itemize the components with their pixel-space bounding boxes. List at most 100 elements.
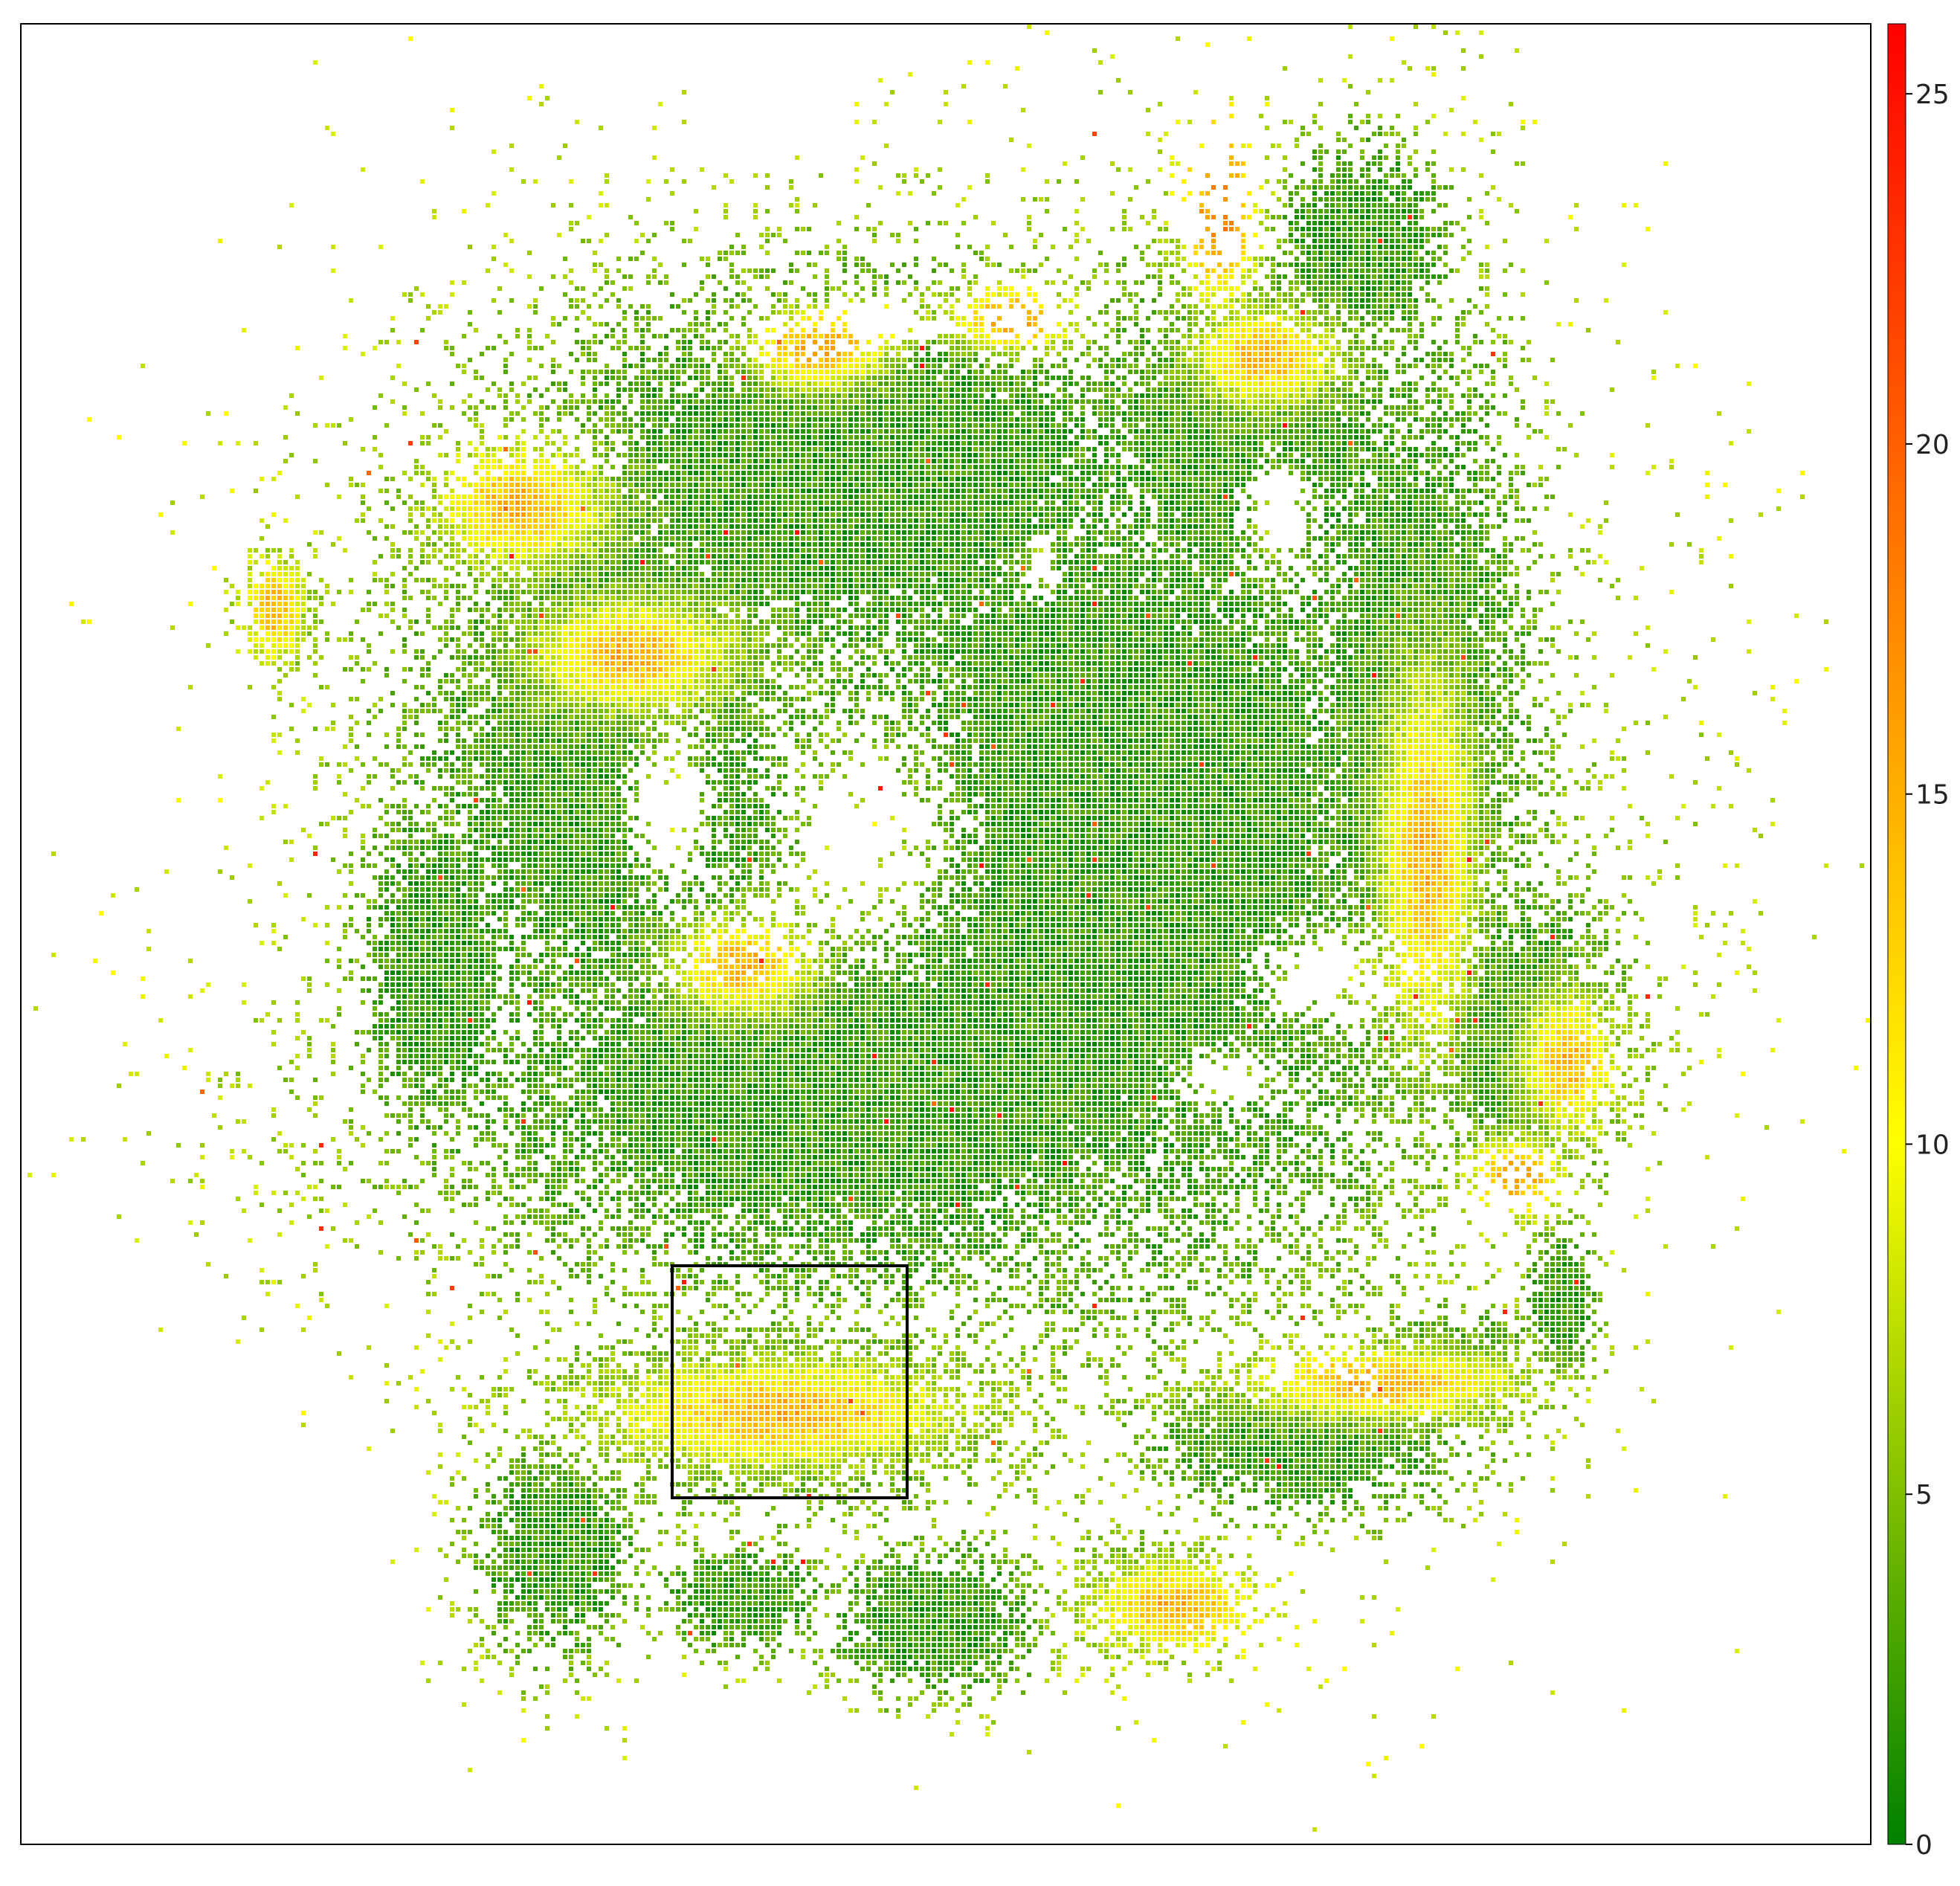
heatmap-cell [1283,405,1287,410]
heatmap-cell [1449,358,1454,362]
heatmap-cell [872,387,877,392]
heatmap-cell [1348,447,1353,451]
heatmap-cell [920,447,924,451]
heatmap-cell [1247,322,1251,326]
heatmap-cell [1437,245,1442,249]
heatmap-cell [1413,274,1418,279]
heatmap-cell [1425,292,1430,297]
heatmap-cell [973,387,978,392]
heatmap-cell [1479,173,1483,178]
heatmap-cell [1300,328,1305,332]
heatmap-cell [813,447,817,451]
heatmap-cell [521,453,526,457]
heatmap-cell [747,405,752,410]
heatmap-cell [640,382,645,386]
heatmap-cell [563,382,567,386]
heatmap-cell [789,399,793,404]
heatmap-cell [1402,382,1406,386]
heatmap-cell [1324,263,1329,267]
heatmap-cell [914,167,918,172]
heatmap-cell [1283,167,1287,172]
heatmap-cell [1045,441,1049,445]
heatmap-cell [1318,245,1323,249]
heatmap-cell [1241,417,1245,422]
heatmap-cell [1199,334,1204,338]
heatmap-cell [1419,286,1424,291]
heatmap-cell [1080,227,1085,231]
heatmap-cell [646,304,651,309]
heatmap-cell [1300,215,1305,219]
heatmap-cell [1336,191,1341,196]
heatmap-cell [593,429,597,434]
heatmap-cell [926,387,930,392]
heatmap-cell [1021,376,1025,380]
heatmap-cell [1396,263,1400,267]
heatmap-cell [491,453,496,457]
heatmap-cell [1402,203,1406,207]
heatmap-cell [997,328,1002,332]
heatmap-cell [765,286,770,291]
heatmap-cell [1098,60,1103,65]
heatmap-cell [1295,286,1299,291]
heatmap-cell [1289,364,1293,368]
heatmap-cell [1176,423,1180,428]
heatmap-cell [1402,280,1406,285]
heatmap-cell [1092,405,1097,410]
heatmap-cell [1063,280,1067,285]
heatmap-cell [1128,465,1132,469]
heatmap-cell [1408,304,1412,309]
heatmap-cell [723,399,728,404]
heatmap-cell [1396,239,1400,243]
heatmap-cell [676,453,680,457]
heatmap-cell [444,346,448,350]
heatmap-cell [735,453,740,457]
heatmap-cell [1384,286,1388,291]
heatmap-cell [1300,179,1305,184]
heatmap-cell [819,364,823,368]
heatmap-cell [801,405,805,410]
heatmap-cell [182,441,187,445]
heatmap-cell [670,167,674,172]
heatmap-cell [950,358,954,362]
heatmap-cell [1360,209,1364,213]
heatmap-cell [1336,161,1341,166]
heatmap-cell [973,316,978,321]
heatmap-cell [557,364,561,368]
heatmap-cell [932,316,936,321]
heatmap-cell [1146,423,1150,428]
heatmap-cell [765,459,770,463]
heatmap-cell [777,417,781,422]
heatmap-cell [926,382,930,386]
heatmap-cell [1342,286,1347,291]
heatmap-cell [765,429,770,434]
heatmap-cell [926,417,930,422]
heatmap-cell [1235,161,1239,166]
heatmap-cell [825,334,829,338]
heatmap-cell [1390,465,1394,469]
heatmap-cell [753,268,758,273]
heatmap-cell [450,352,454,356]
heatmap-cell [1354,423,1358,428]
heatmap-cell [1384,239,1388,243]
heatmap-cell [557,322,561,326]
heatmap-cell [961,263,966,267]
heatmap-cell [1110,364,1115,368]
heatmap-cell [1384,346,1388,350]
heatmap-cell [1348,179,1353,184]
heatmap-cell [456,364,460,368]
heatmap-cell [1390,221,1394,225]
heatmap-cell [628,465,633,469]
heatmap-cell [872,399,877,404]
heatmap-cell [759,447,764,451]
heatmap-cell [896,405,900,410]
heatmap-cell [1253,203,1257,207]
heatmap-cell [777,387,781,392]
heatmap-cell [777,405,781,410]
heatmap-cell [1021,304,1025,309]
heatmap-cell [1384,340,1388,344]
heatmap-cell [682,453,686,457]
heatmap-cell [593,376,597,380]
heatmap-cell [1372,268,1376,273]
heatmap-cell [1360,399,1364,404]
heatmap-cell [926,358,930,362]
